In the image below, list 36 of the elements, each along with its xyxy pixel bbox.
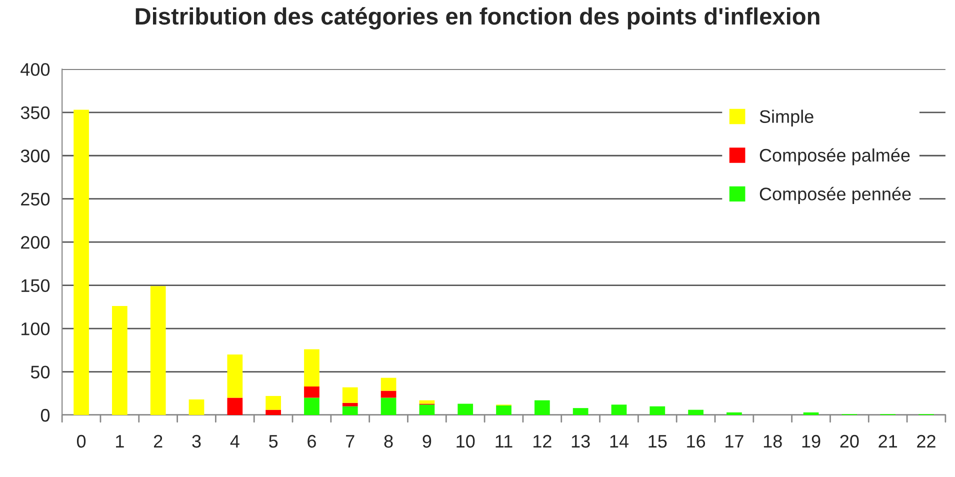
x-tick-label: 3 [192, 434, 201, 448]
y-tick-label: 250 [21, 192, 50, 206]
x-tick-label: 12 [534, 434, 552, 448]
legend-label: Simple [760, 110, 814, 127]
legend-label: Composée pennée [760, 186, 911, 204]
x-tick-label: 22 [917, 434, 936, 448]
legend-label: Composée palmée [760, 148, 910, 166]
chart-title: Distribution des catégories en fonction des points d'inflexion [136, 7, 820, 30]
x-tick-label: 1 [116, 435, 124, 448]
y-tick-label: 300 [20, 150, 50, 162]
x-tick-label: 18 [764, 434, 782, 448]
y-tick-label: 50 [30, 366, 50, 378]
y-tick-label: 100 [22, 322, 50, 336]
x-tick-label: 14 [610, 435, 628, 448]
x-tick-label: 8 [384, 434, 393, 448]
y-tick-label: 400 [20, 63, 50, 76]
x-tick-label: 4 [230, 435, 240, 448]
x-tick-label: 6 [308, 434, 316, 448]
x-tick-label: 13 [572, 434, 590, 448]
x-tick-label: 17 [726, 435, 744, 448]
x-tick-label: 9 [422, 434, 432, 448]
x-tick-label: 7 [346, 435, 354, 448]
y-tick-label: 350 [20, 106, 50, 120]
x-tick-label: 0 [76, 434, 86, 448]
y-tick-label: 0 [40, 408, 50, 422]
x-tick-label: 11 [496, 435, 512, 448]
x-tick-label: 15 [648, 435, 667, 448]
x-tick-label: 16 [687, 434, 706, 448]
y-tick-label: 200 [21, 236, 50, 249]
y-tick-label: 150 [22, 279, 50, 292]
x-tick-label: 2 [154, 434, 162, 448]
x-tick-label: 19 [802, 434, 820, 448]
x-tick-label: 5 [269, 435, 278, 448]
x-tick-label: 10 [456, 434, 475, 448]
x-tick-label: 20 [840, 434, 859, 448]
x-tick-label: 21 [878, 434, 897, 448]
